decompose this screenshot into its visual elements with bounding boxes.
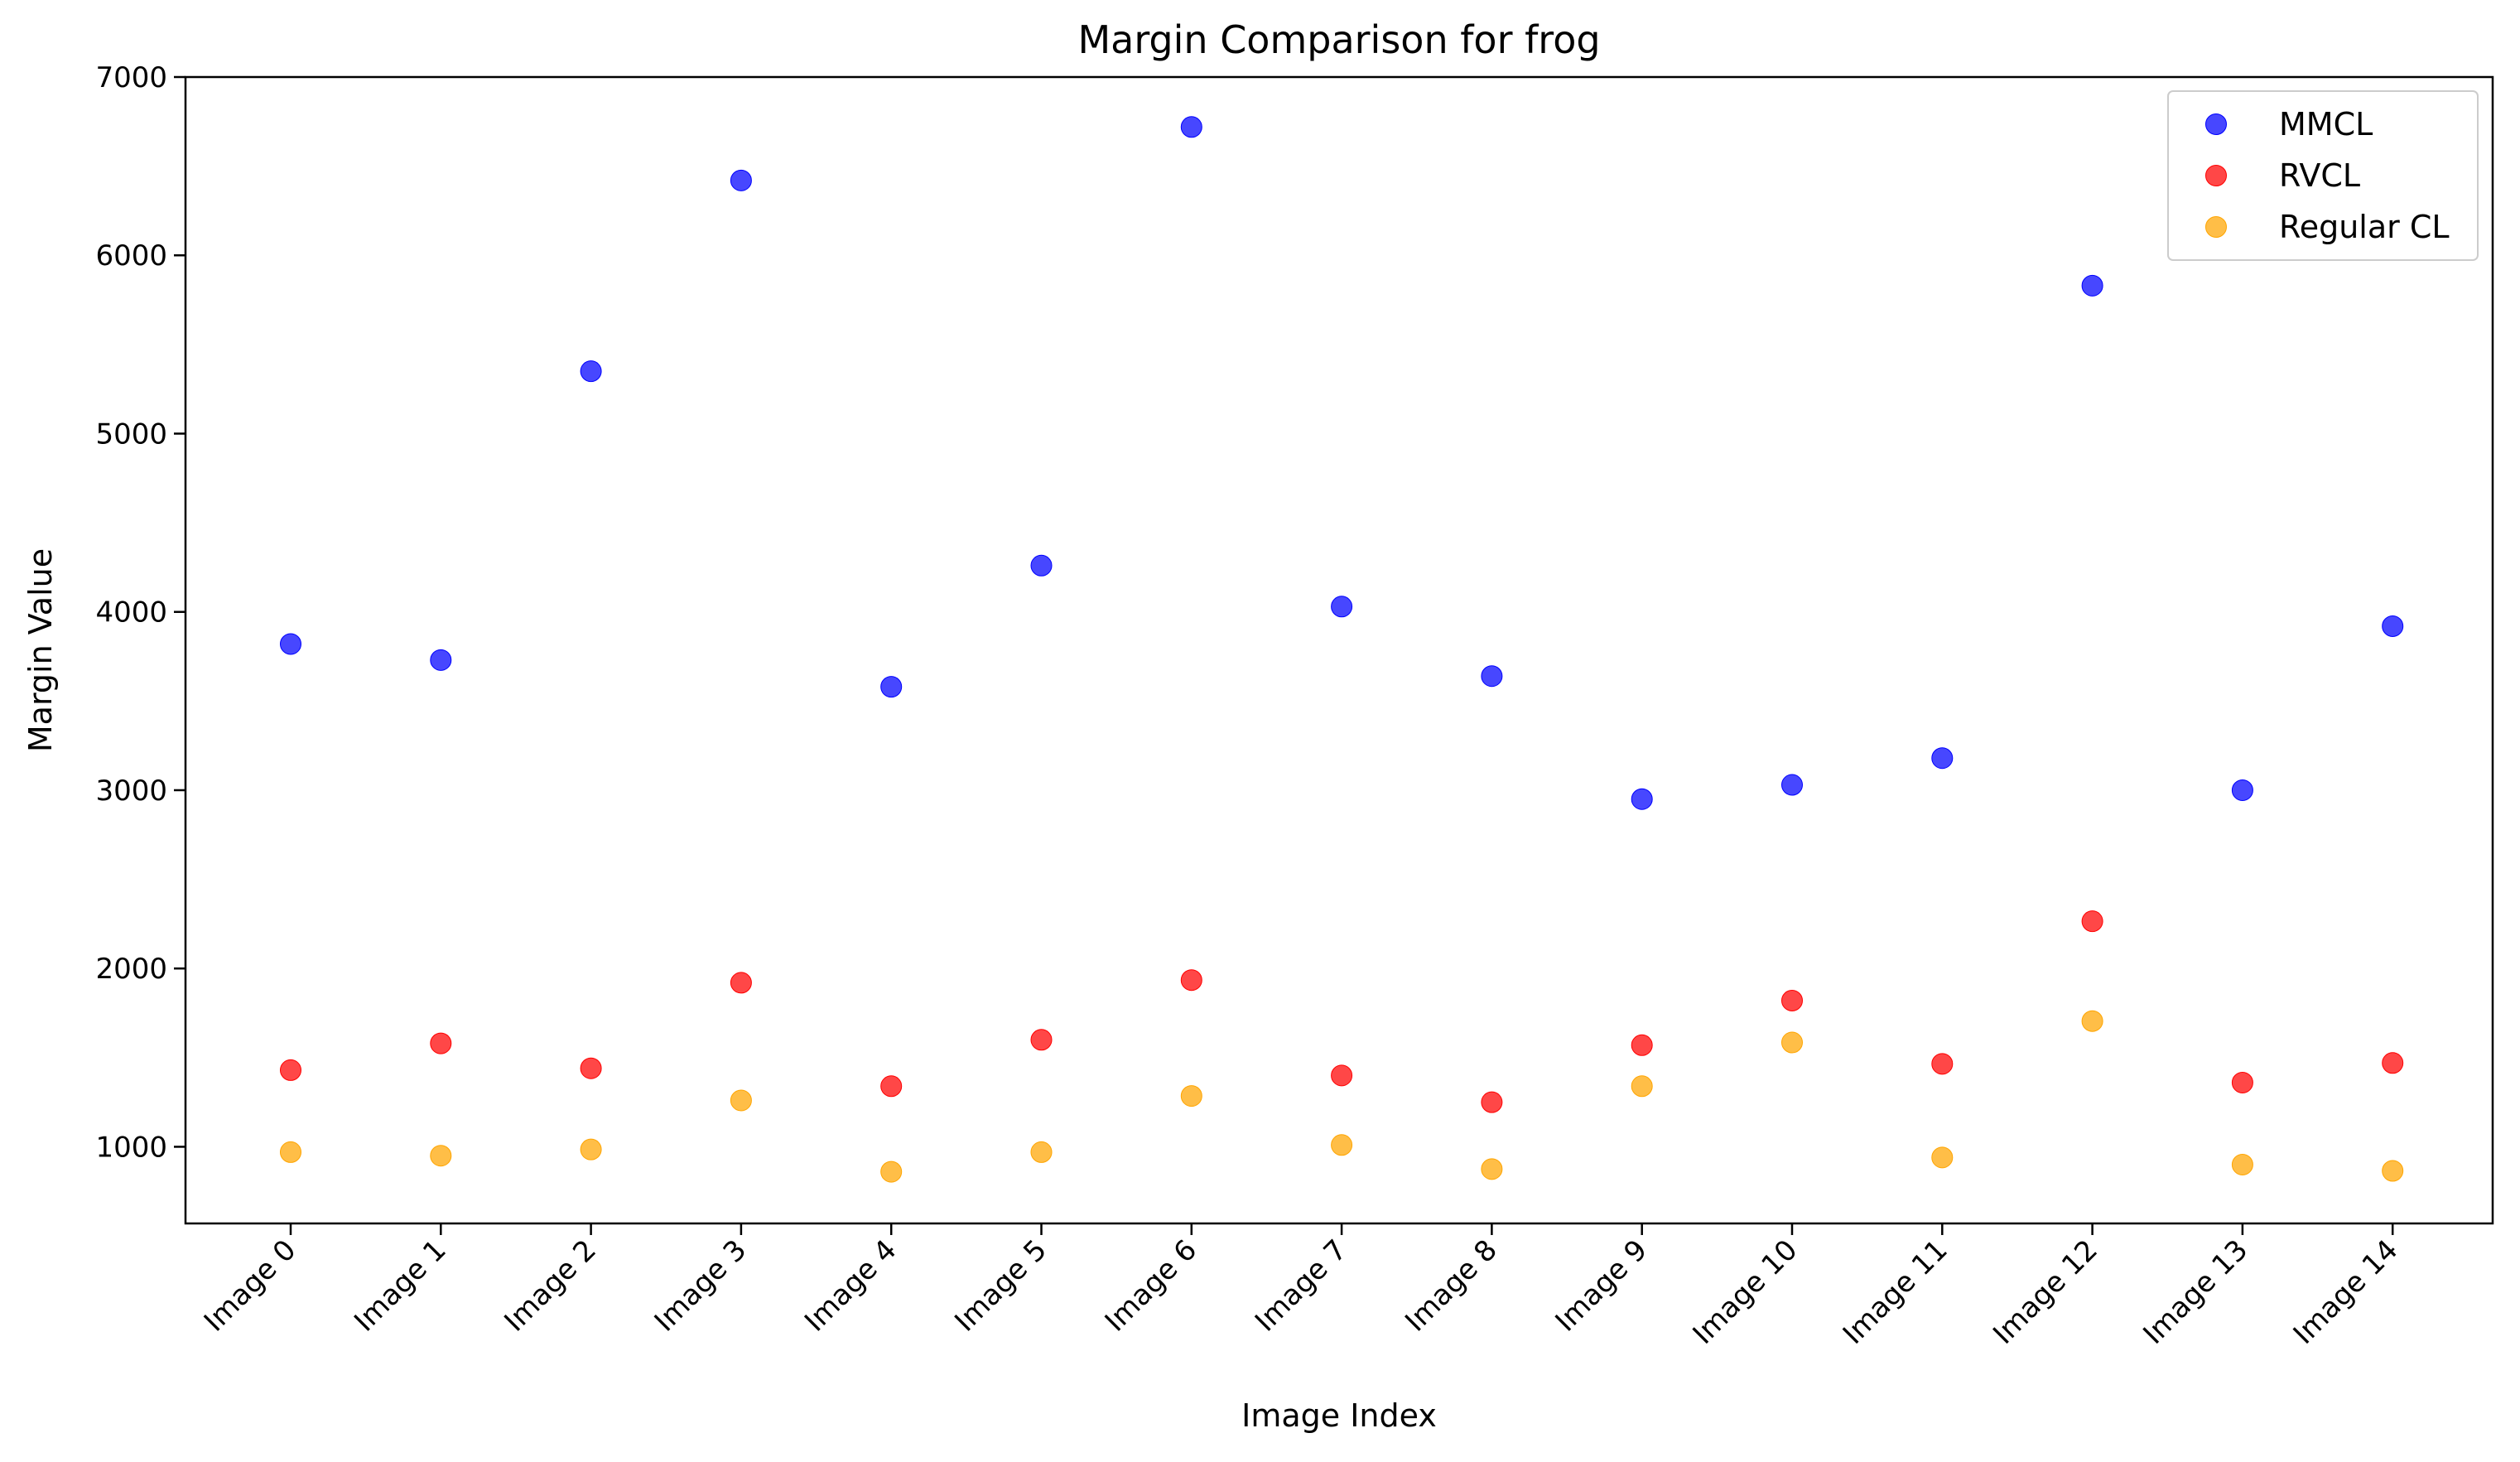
data-point <box>1030 1141 1053 1163</box>
data-point <box>430 1145 452 1167</box>
legend-marker <box>2205 216 2227 238</box>
data-point <box>1781 1031 1803 1054</box>
legend-label: Regular CL <box>2279 209 2450 245</box>
legend: MMCL RVCL Regular CL <box>2167 90 2479 261</box>
data-point <box>1180 1085 1202 1107</box>
data-points <box>280 116 2404 1183</box>
data-point <box>1631 1075 1653 1098</box>
plot-frame <box>184 75 2494 1225</box>
data-point <box>1331 1064 1353 1087</box>
data-point <box>2081 1010 2103 1032</box>
data-point <box>580 1138 602 1160</box>
data-point <box>1931 747 1954 770</box>
data-point <box>280 1059 301 1081</box>
data-point <box>880 1075 903 1098</box>
data-point <box>2231 1071 2253 1093</box>
data-point <box>2382 615 2404 637</box>
series-mmcl <box>280 116 2404 810</box>
y-tick-label: 2000 <box>95 953 167 986</box>
data-point <box>1631 788 1653 810</box>
data-point <box>1481 1091 1503 1113</box>
data-point <box>730 972 752 994</box>
data-point <box>2081 274 2103 297</box>
data-point <box>1781 989 1803 1011</box>
data-point <box>2231 779 2253 801</box>
data-point <box>880 676 903 698</box>
y-axis: 1000 2000 3000 4000 5000 6000 7000 <box>95 61 186 1164</box>
x-axis-title: Image Index <box>1241 1397 1437 1434</box>
data-point <box>430 649 452 671</box>
data-point <box>2081 910 2103 933</box>
data-point <box>1781 774 1803 796</box>
y-tick-label: 4000 <box>95 596 167 630</box>
data-point <box>1631 1034 1653 1056</box>
y-tick-label: 3000 <box>95 774 167 808</box>
chart-title: Margin Comparison for frog <box>1077 17 1600 62</box>
y-axis-title: Margin Value <box>22 548 59 752</box>
data-point <box>1931 1146 1954 1169</box>
data-point <box>1180 969 1202 992</box>
data-point <box>730 1089 752 1112</box>
legend-label: RVCL <box>2279 157 2360 194</box>
data-point <box>2382 1052 2404 1074</box>
data-point <box>2231 1153 2253 1175</box>
data-point <box>430 1032 452 1054</box>
data-point <box>1030 554 1053 577</box>
data-point <box>880 1160 903 1183</box>
data-point <box>1331 1134 1353 1156</box>
data-point <box>1030 1029 1053 1051</box>
data-point <box>2382 1160 2404 1182</box>
y-tick-label: 6000 <box>95 239 167 273</box>
legend-box <box>2167 90 2479 261</box>
data-point <box>280 1141 301 1163</box>
legend-marker <box>2205 113 2227 135</box>
y-tick-label: 1000 <box>95 1131 167 1164</box>
series-rvcl <box>280 910 2404 1113</box>
data-point <box>280 633 301 655</box>
data-point <box>1931 1053 1954 1075</box>
legend-marker <box>2205 165 2227 186</box>
data-point <box>1180 116 1202 138</box>
legend-label: MMCL <box>2279 106 2373 142</box>
data-point <box>730 169 752 191</box>
y-tick-label: 7000 <box>95 61 167 94</box>
data-point <box>580 360 602 383</box>
y-tick-label: 5000 <box>95 417 167 451</box>
data-point <box>1331 596 1353 618</box>
data-point <box>1481 1158 1503 1180</box>
data-point <box>580 1057 602 1079</box>
data-point <box>1481 665 1503 688</box>
series-regular-cl <box>280 1010 2404 1183</box>
